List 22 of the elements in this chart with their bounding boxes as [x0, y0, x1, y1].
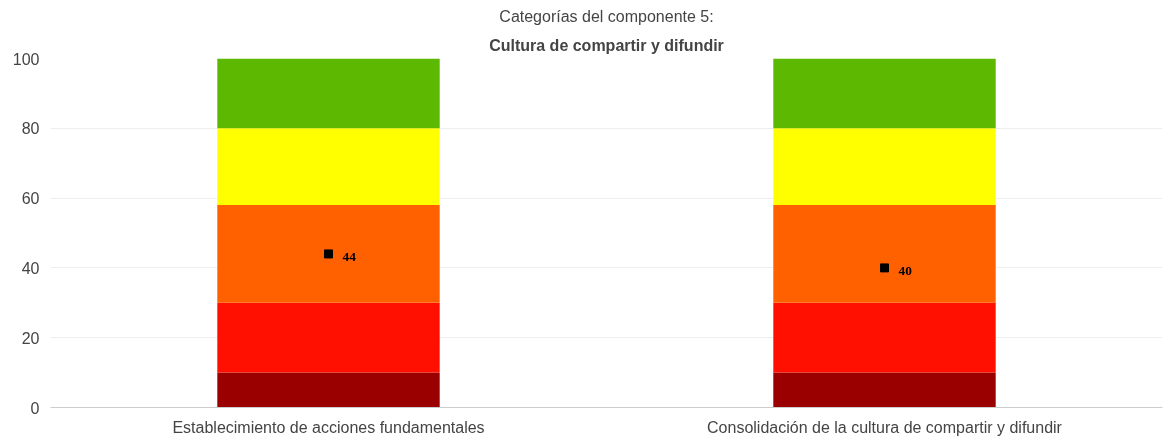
y-tick-label: 0 — [30, 399, 40, 417]
y-tick-label: 20 — [21, 329, 40, 347]
data-label: 44 — [342, 248, 357, 264]
x-tick-label: Consolidación de la cultura de compartir y difundir — [707, 418, 1063, 436]
chart-subtitle: Cultura de compartir y difundir — [489, 36, 724, 54]
x-tick-label: Establecimiento de acciones fundamentales — [172, 418, 485, 436]
y-tick-label: 40 — [21, 259, 40, 277]
bar — [773, 205, 996, 303]
bar — [217, 128, 440, 206]
bar — [217, 205, 440, 303]
bar — [773, 372, 996, 408]
y-tick-label: 80 — [21, 120, 40, 138]
y-tick-label: 100 — [12, 50, 40, 68]
bar — [217, 372, 440, 408]
y-tick-label: 60 — [21, 190, 40, 208]
bar — [773, 128, 996, 206]
bar — [217, 302, 440, 373]
bar — [217, 58, 440, 129]
chart-title: Categorías del componente 5: — [499, 7, 714, 25]
data-label: 40 — [898, 262, 913, 278]
bar — [773, 302, 996, 373]
bar — [773, 58, 996, 129]
